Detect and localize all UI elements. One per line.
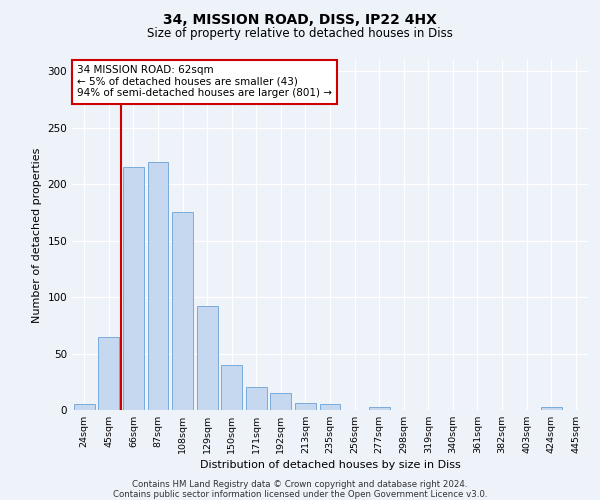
Bar: [172, 212, 193, 410]
Bar: [368, 406, 389, 410]
Bar: [74, 404, 95, 410]
Text: Contains HM Land Registry data © Crown copyright and database right 2024.: Contains HM Land Registry data © Crown c…: [132, 480, 468, 489]
Bar: [221, 365, 242, 410]
Bar: [246, 388, 267, 410]
Bar: [541, 406, 562, 410]
Bar: [320, 404, 340, 410]
X-axis label: Distribution of detached houses by size in Diss: Distribution of detached houses by size …: [200, 460, 460, 470]
Text: Size of property relative to detached houses in Diss: Size of property relative to detached ho…: [147, 28, 453, 40]
Bar: [271, 393, 292, 410]
Bar: [197, 306, 218, 410]
Bar: [98, 336, 119, 410]
Text: 34, MISSION ROAD, DISS, IP22 4HX: 34, MISSION ROAD, DISS, IP22 4HX: [163, 12, 437, 26]
Bar: [123, 168, 144, 410]
Y-axis label: Number of detached properties: Number of detached properties: [32, 148, 42, 322]
Bar: [148, 162, 169, 410]
Text: Contains public sector information licensed under the Open Government Licence v3: Contains public sector information licen…: [113, 490, 487, 499]
Text: 34 MISSION ROAD: 62sqm
← 5% of detached houses are smaller (43)
94% of semi-deta: 34 MISSION ROAD: 62sqm ← 5% of detached …: [77, 66, 332, 98]
Bar: [295, 403, 316, 410]
